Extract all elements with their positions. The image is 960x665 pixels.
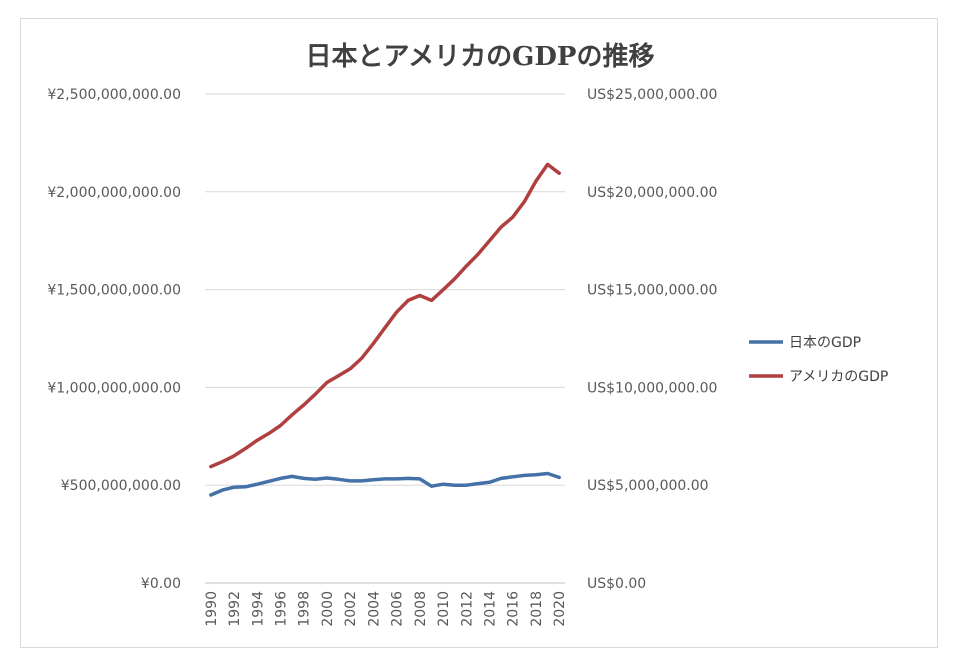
- usa-gdp-line: [209, 162, 561, 469]
- x-tick-label: 2004: [366, 591, 382, 627]
- left-y-tick-label: ¥2,000,000,000.00: [47, 185, 181, 201]
- series-lines: [209, 162, 561, 497]
- left-y-tick-label: ¥1,500,000,000.00: [47, 283, 181, 299]
- right-y-tick-label: US$25,000,000.00: [587, 87, 717, 103]
- x-tick-label: 2012: [459, 591, 475, 627]
- left-y-tick-label: ¥1,000,000,000.00: [47, 380, 181, 396]
- legend-label: 日本のGDP: [789, 335, 861, 351]
- gdp-line-chart: 日本とアメリカのGDPの推移 ¥0.00 ¥500,000,000.00 ¥1,00…: [47, 42, 888, 627]
- x-tick-label: 1990: [204, 591, 220, 627]
- left-y-tick-label: ¥500,000,000.00: [61, 478, 181, 494]
- legend-label: アメリカのGDP: [789, 369, 888, 385]
- x-tick-label: 2014: [483, 591, 499, 627]
- x-tick-label: 2020: [552, 591, 568, 627]
- x-tick-label: 2018: [529, 591, 545, 627]
- right-y-tick-label: US$20,000,000.00: [587, 185, 717, 201]
- x-tick-label: 2000: [320, 591, 336, 627]
- chart-title: 日本とアメリカのGDPの推移: [305, 42, 654, 72]
- right-y-axis: US$0.00 US$5,000,000.00 US$10,000,000.00 US…: [587, 87, 717, 592]
- right-y-tick-label: US$10,000,000.00: [587, 380, 717, 396]
- x-tick-label: 1994: [250, 591, 266, 627]
- japan-gdp-line: [209, 471, 561, 497]
- x-tick-label: 1992: [227, 591, 243, 627]
- left-y-tick-label: ¥0.00: [141, 576, 181, 592]
- left-y-tick-label: ¥2,500,000,000.00: [47, 87, 181, 103]
- x-tick-label: 2006: [390, 591, 406, 627]
- x-tick-label: 2002: [343, 591, 359, 627]
- right-y-tick-label: US$15,000,000.00: [587, 283, 717, 299]
- x-tick-label: 2016: [506, 591, 522, 627]
- chart-frame: 日本とアメリカのGDPの推移 ¥0.00 ¥500,000,000.00 ¥1,00…: [20, 18, 938, 648]
- legend: 日本のGDP アメリカのGDP: [749, 335, 888, 385]
- x-tick-label: 1998: [297, 591, 313, 627]
- right-y-tick-label: US$5,000,000.00: [587, 478, 709, 494]
- x-axis: 1990 1992 1994 1996 1998 2000 2002 2004 2006 2008…: [204, 591, 568, 627]
- x-tick-label: 2008: [413, 591, 429, 627]
- left-y-axis: ¥0.00 ¥500,000,000.00 ¥1,000,000,000.00 ¥1,…: [47, 87, 181, 592]
- right-y-tick-label: US$0.00: [587, 576, 646, 592]
- gridlines: [205, 93, 565, 584]
- x-tick-label: 1996: [273, 591, 289, 627]
- x-tick-label: 2010: [436, 591, 452, 627]
